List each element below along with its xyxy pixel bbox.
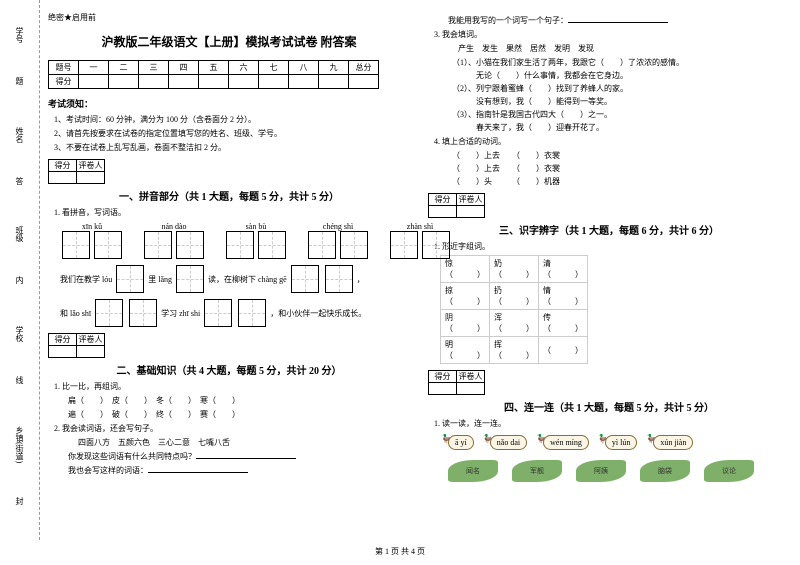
bind-label: 姓名 [14,127,25,143]
notice-item: 2、请首先按要求在试卷的指定位置填写您的姓名、班级、学号。 [54,128,410,139]
td: 得分 [49,75,79,89]
th: 一 [79,61,109,75]
cut-label: 题 [14,77,25,93]
q: 3. 我会填词。 [434,29,790,40]
sentence-2: 和 lǎo shī 学习 zhī shi ，和小伙伴一起快乐成长。 [60,299,410,327]
notice-title: 考试须知： [48,97,410,110]
section3-title: 三、识字辨字（共 1 大题，每题 6 分，共计 6 分） [428,222,790,237]
q: 1. 读一读，连一连。 [434,418,790,429]
th: 五 [199,61,229,75]
q1: 1. 看拼音，写词语。 [54,207,410,218]
score-table: 题号 一 二 三 四 五 六 七 八 九 总分 得分 [48,60,379,89]
q: 4. 填上合适的动词。 [434,136,790,147]
char-table: 惊（ ）奶（ ）清（ ） 掠（ ）扔（ ）情（ ） 阴（ ）浑（ ）传（ ） 明… [440,255,588,364]
left-column: 绝密★启用前 沪教版二年级语文【上册】模拟考试试卷 附答案 题号 一 二 三 四… [40,0,420,540]
cut-label: 答 [14,177,25,193]
th: 七 [259,61,289,75]
lian-top: ā yí nǎo dai wén míng yì lún xún jiàn [448,435,790,450]
pinyin-row: xīn kǔ nán dào sàn bù chéng shì zhàn shì [60,222,410,259]
th: 四 [169,61,199,75]
bind-label: 学校 [14,326,25,342]
bind-label: 乡镇(街道) [14,426,25,463]
right-column: 我能用我写的一个词写一个句子： 3. 我会填词。 产生 发生 果然 居然 发明 … [420,0,800,540]
section-score: 得分评卷人 [48,159,105,184]
section2-title: 二、基础知识（共 4 大题，每题 5 分，共计 20 分） [48,362,410,377]
notice-item: 3、不要在试卷上乱写乱画，卷面不整洁扣 2 分。 [54,142,410,153]
th: 二 [109,61,139,75]
tian-grid [62,231,90,259]
q: 1. 比一比，再组词。 [54,381,410,392]
binding-margin: 学号 题 姓名 答 班级 内 学校 线 乡镇(街道) 封 [0,0,40,540]
th: 题号 [49,61,79,75]
th: 三 [139,61,169,75]
notice-item: 1、考试时间：60 分钟，满分为 100 分（含卷面分 2 分）。 [54,114,410,125]
q: 2. 我会读词语，还会写句子。 [54,423,410,434]
sentence-1: 我们在教学 lóu 里 lǎng 读，在柳树下 chàng gē， [60,265,410,293]
th: 八 [289,61,319,75]
page-footer: 第 1 页 共 4 页 [0,546,800,557]
section-score: 得分评卷人 [428,193,485,218]
bind-label: 班级 [14,226,25,242]
cut-label: 封 [14,497,25,513]
exam-title: 沪教版二年级语文【上册】模拟考试试卷 附答案 [48,33,410,50]
bind-label: 学号 [14,27,25,43]
cut-label: 内 [14,276,25,292]
th: 总分 [349,61,379,75]
lian-bottom: 闻名 军舰 阿姨 脑袋 议论 [448,460,790,482]
section-score: 得分评卷人 [428,370,485,395]
section4-title: 四、连一连（共 1 大题，每题 5 分，共计 5 分） [428,399,790,414]
th: 九 [319,61,349,75]
secret-label: 绝密★启用前 [48,12,410,23]
th: 六 [229,61,259,75]
section1-title: 一、拼音部分（共 1 大题，每题 5 分，共计 5 分） [48,188,410,203]
q: 1. 形近字组词。 [434,241,790,252]
cut-label: 线 [14,376,25,392]
section-score: 得分评卷人 [48,333,105,358]
